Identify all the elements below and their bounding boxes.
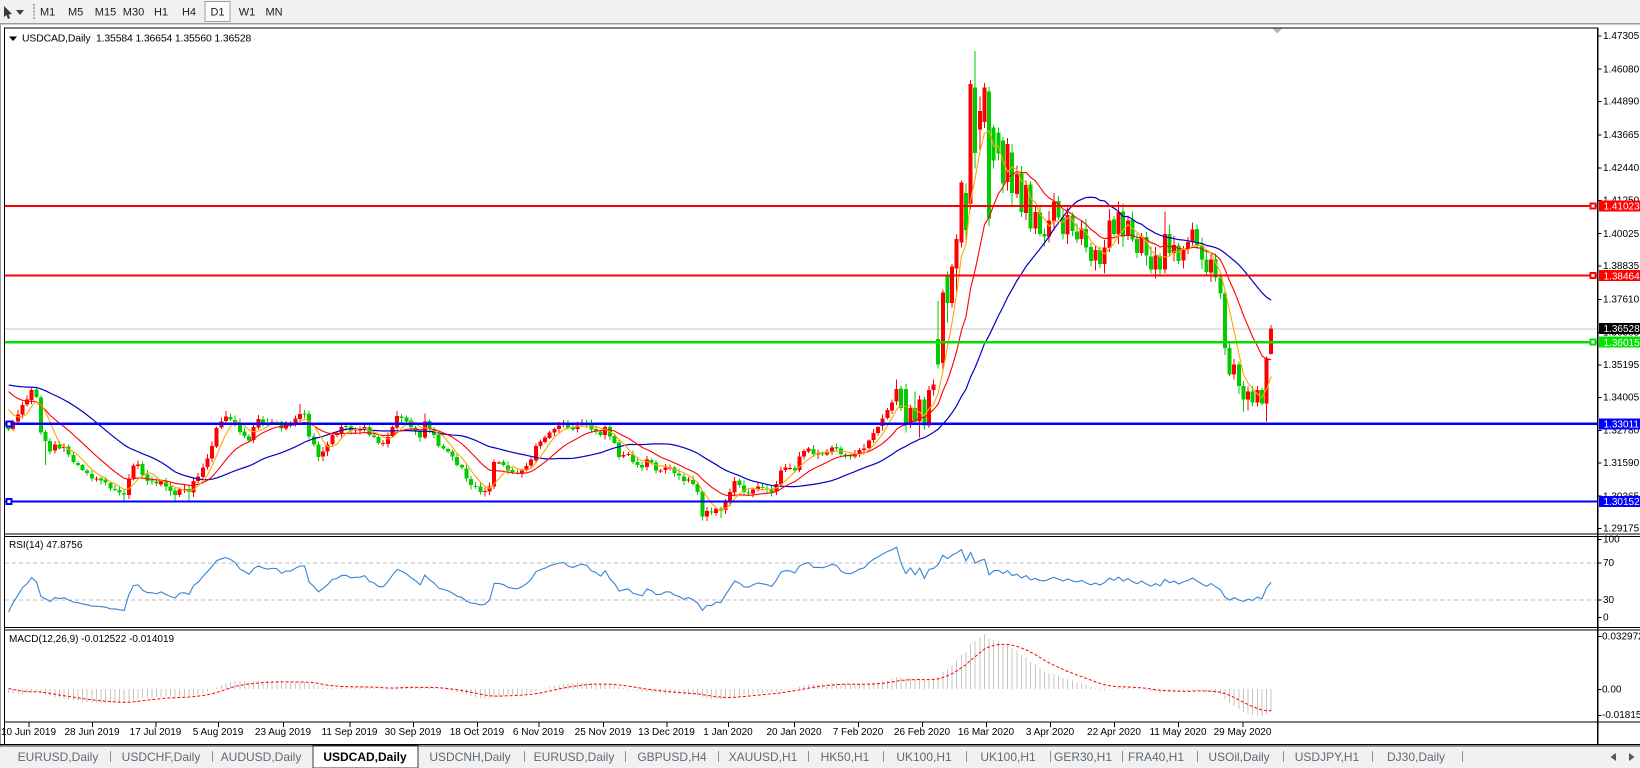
svg-text:1.35195: 1.35195 (1603, 360, 1640, 371)
svg-text:M15: M15 (95, 7, 116, 19)
svg-text:USDCNH,Daily: USDCNH,Daily (429, 750, 510, 764)
svg-text:100: 100 (1603, 535, 1620, 546)
svg-text:3 Apr 2020: 3 Apr 2020 (1026, 727, 1075, 738)
svg-text:UK100,H1: UK100,H1 (896, 750, 952, 764)
svg-text:XAUUSD,H1: XAUUSD,H1 (729, 750, 798, 764)
svg-text:AUDUSD,Daily: AUDUSD,Daily (221, 750, 302, 764)
svg-text:1.42440: 1.42440 (1603, 163, 1640, 174)
svg-text:13 Dec 2019: 13 Dec 2019 (638, 727, 695, 738)
svg-text:11 May 2020: 11 May 2020 (1149, 727, 1207, 738)
svg-text:28 Jun 2019: 28 Jun 2019 (64, 727, 119, 738)
svg-text:0: 0 (1603, 613, 1609, 624)
svg-text:1.31590: 1.31590 (1603, 458, 1640, 469)
svg-text:1.36528: 1.36528 (1604, 324, 1640, 335)
svg-text:11 Sep 2019: 11 Sep 2019 (322, 727, 378, 738)
svg-text:W1: W1 (239, 7, 256, 19)
svg-text:UK100,H1: UK100,H1 (980, 750, 1036, 764)
svg-text:H4: H4 (182, 7, 196, 19)
svg-text:0.032972: 0.032972 (1602, 631, 1640, 642)
svg-text:7 Feb 2020: 7 Feb 2020 (833, 727, 884, 738)
svg-text:29 May 2020: 29 May 2020 (1214, 727, 1272, 738)
svg-text:M30: M30 (123, 7, 144, 19)
svg-text:1.47305: 1.47305 (1603, 31, 1640, 42)
svg-text:M5: M5 (68, 7, 83, 19)
svg-text:USDCAD,Daily: USDCAD,Daily (323, 750, 407, 764)
svg-text:1.40025: 1.40025 (1603, 229, 1640, 240)
svg-text:RSI(14) 47.8756: RSI(14) 47.8756 (9, 540, 83, 551)
svg-text:1.38835: 1.38835 (1603, 261, 1640, 272)
svg-text:USDJPY,H1: USDJPY,H1 (1295, 750, 1360, 764)
svg-text:30: 30 (1603, 595, 1615, 606)
svg-text:1.36015: 1.36015 (1604, 338, 1640, 349)
svg-text:1.41023: 1.41023 (1604, 202, 1640, 213)
svg-text:H1: H1 (154, 7, 168, 19)
svg-text:1.37610: 1.37610 (1603, 295, 1640, 306)
svg-text:18 Oct 2019: 18 Oct 2019 (450, 727, 505, 738)
svg-text:USDCHF,Daily: USDCHF,Daily (122, 750, 201, 764)
svg-text:25 Nov 2019: 25 Nov 2019 (575, 727, 632, 738)
svg-text:20 Jan 2020: 20 Jan 2020 (766, 727, 821, 738)
svg-text:16 Mar 2020: 16 Mar 2020 (958, 727, 1015, 738)
svg-text:30 Sep 2019: 30 Sep 2019 (385, 727, 442, 738)
svg-text:D1: D1 (210, 7, 224, 19)
svg-text:1.44890: 1.44890 (1603, 97, 1640, 108)
svg-text:FRA40,H1: FRA40,H1 (1128, 750, 1184, 764)
svg-text:EURUSD,Daily: EURUSD,Daily (534, 750, 615, 764)
svg-text:23 Aug 2019: 23 Aug 2019 (255, 727, 312, 738)
svg-text:USDCAD,Daily 1.35584 1.36654: USDCAD,Daily 1.35584 1.36654 1.35560 1.3… (22, 34, 251, 45)
svg-text:17 Jul 2019: 17 Jul 2019 (130, 727, 182, 738)
svg-text:10 Jun 2019: 10 Jun 2019 (1, 727, 56, 738)
svg-text:22 Apr 2020: 22 Apr 2020 (1087, 727, 1141, 738)
svg-text:M1: M1 (40, 7, 55, 19)
svg-text:1.43665: 1.43665 (1603, 130, 1640, 141)
svg-text:1.30152: 1.30152 (1604, 497, 1640, 508)
svg-text:-0.018154: -0.018154 (1602, 710, 1640, 721)
svg-text:USOil,Daily: USOil,Daily (1208, 750, 1269, 764)
svg-text:DJ30,Daily: DJ30,Daily (1387, 750, 1445, 764)
svg-text:1.29175: 1.29175 (1603, 524, 1640, 535)
svg-text:MACD(12,26,9) -0.012522 -0.014: MACD(12,26,9) -0.012522 -0.014019 (9, 634, 175, 645)
svg-text:70: 70 (1603, 558, 1615, 569)
svg-text:GER30,H1: GER30,H1 (1054, 750, 1112, 764)
svg-text:HK50,H1: HK50,H1 (821, 750, 870, 764)
svg-text:1.33011: 1.33011 (1604, 419, 1640, 430)
svg-text:6 Nov 2019: 6 Nov 2019 (513, 727, 565, 738)
svg-text:1.38464: 1.38464 (1604, 271, 1640, 282)
svg-text:GBPUSD,H4: GBPUSD,H4 (637, 750, 707, 764)
svg-text:EURUSD,Daily: EURUSD,Daily (18, 750, 99, 764)
svg-text:0.00: 0.00 (1602, 685, 1622, 696)
svg-text:1.46080: 1.46080 (1603, 64, 1640, 75)
svg-text:1 Jan 2020: 1 Jan 2020 (703, 727, 753, 738)
svg-text:5 Aug 2019: 5 Aug 2019 (193, 727, 244, 738)
svg-text:26 Feb 2020: 26 Feb 2020 (894, 727, 951, 738)
svg-text:1.32780: 1.32780 (1603, 426, 1640, 437)
svg-text:1.34005: 1.34005 (1603, 392, 1640, 403)
svg-text:MN: MN (265, 7, 282, 19)
